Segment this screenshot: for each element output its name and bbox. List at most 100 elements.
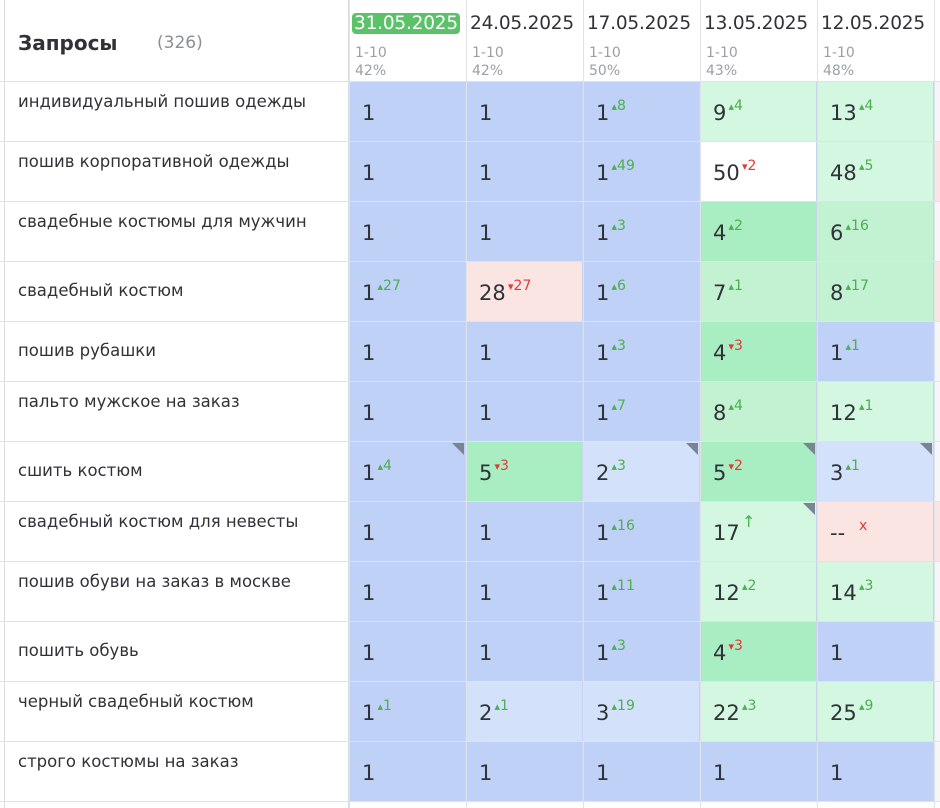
position-cell[interactable]: 1 ▴3 [584,322,700,381]
position-cell[interactable]: 48 ▴5 [818,142,934,201]
position-cell[interactable]: 1 [350,742,466,801]
position-cell[interactable]: 1 [350,382,466,441]
position-cell[interactable]: 4 ▴2 [701,202,817,261]
position-cell[interactable]: 3 ▴1 [818,442,934,501]
query-text[interactable]: пошив обуви на заказ в москве [18,572,291,591]
position-cell[interactable]: 12 ▴1 [818,382,934,441]
date-column-header[interactable]: 31.05.2025 1-10 42% [350,0,466,82]
position-cell[interactable]: 1 [467,322,583,381]
position-cell[interactable]: 1 [584,742,700,801]
position-cell[interactable]: 50 ▾2 [701,142,817,201]
position-cell[interactable]: 7 ▴1 [701,262,817,321]
position-cell[interactable]: 1 [350,322,466,381]
range-label: 1-10 [589,45,621,61]
query-text[interactable]: свадебный костюм для невесты [18,512,299,531]
position-cell[interactable]: 1 [818,622,934,681]
arrow-up-icon: ▴ [728,280,735,293]
note-corner-icon[interactable] [686,443,698,455]
queries-title[interactable]: Запросы [18,31,118,55]
position-cell[interactable]: 14 ▴3 [818,562,934,621]
position-value: 1 [713,761,727,785]
position-cell[interactable]: 1 [350,142,466,201]
note-corner-icon[interactable] [920,443,932,455]
query-text[interactable]: пошив рубашки [18,341,156,360]
query-text[interactable]: пальто мужское на заказ [18,392,240,411]
date-label[interactable]: 31.05.2025 [352,13,460,34]
position-cell[interactable]: 1 ▴49 [584,142,700,201]
position-cell[interactable]: 1 [467,622,583,681]
position-cell[interactable]: 5 ▾2 [701,442,817,501]
note-corner-icon[interactable] [803,503,815,515]
position-cell[interactable]: 1 ▴3 [584,622,700,681]
position-cell[interactable]: 1 ▴27 [350,262,466,321]
position-cell[interactable]: 1 [701,742,817,801]
position-cell[interactable]: 4 ▾3 [701,622,817,681]
position-cell[interactable]: 6 ▴16 [818,202,934,261]
position-cell[interactable]: 1 [467,742,583,801]
position-cell[interactable]: 12 ▴2 [701,562,817,621]
change-value: 11 [617,578,635,594]
query-text[interactable]: свадебные костюмы для мужчин [18,212,307,231]
date-column-header[interactable]: 17.05.2025 1-10 50% [584,0,700,82]
position-cell[interactable]: 22 ▴3 [701,682,817,741]
position-cell[interactable]: 1 ▴11 [584,562,700,621]
position-cell[interactable]: 1 [467,562,583,621]
position-cell[interactable]: 1 [467,202,583,261]
query-text[interactable]: пошить обувь [18,641,139,660]
position-cell[interactable]: -- x [818,502,934,561]
position-cell[interactable]: 1 [350,502,466,561]
position-cell[interactable]: 8 ▴17 [818,262,934,321]
position-cell[interactable]: 1 [467,502,583,561]
position-cell[interactable]: 2 ▴1 [467,682,583,741]
position-cell[interactable]: 1 [467,382,583,441]
date-label[interactable]: 24.05.2025 [470,13,574,34]
position-cell[interactable]: 25 ▴9 [818,682,934,741]
position-cell[interactable]: 28 ▾27 [467,262,583,321]
position-change: ▴17 [846,278,869,294]
position-cell[interactable]: 1 ▴6 [584,262,700,321]
position-cell[interactable]: 1 [350,202,466,261]
position-cell[interactable]: 1 [467,142,583,201]
position-cell[interactable]: 5 ▾3 [467,442,583,501]
query-text[interactable]: черный свадебный костюм [18,692,254,711]
query-text[interactable]: пошив корпоративной одежды [18,152,290,171]
date-label[interactable]: 17.05.2025 [587,13,691,34]
position-cell[interactable]: 8 ▴4 [701,382,817,441]
position-value: 1 [596,641,610,665]
query-text[interactable]: свадебный костюм [18,281,184,300]
query-text[interactable]: индивидуальный пошив одежды [18,92,307,111]
position-cell[interactable]: 1 [818,742,934,801]
next-column-edge [935,262,940,321]
position-cell[interactable]: 3 ▴19 [584,682,700,741]
position-cell[interactable]: 1 [350,562,466,621]
position-cell[interactable]: 1 ▴16 [584,502,700,561]
position-cell[interactable]: 2 ▴3 [584,442,700,501]
query-text[interactable]: строго костюмы на заказ [18,752,239,771]
query-text[interactable]: сшить костюм [18,461,143,480]
change-value: 3 [617,638,626,654]
position-cell[interactable]: 1 [350,82,466,141]
position-cell[interactable]: 13 ▴4 [818,82,934,141]
position-cell[interactable]: 1 [350,622,466,681]
note-corner-icon[interactable] [452,443,464,455]
position-cell[interactable]: 1 [467,82,583,141]
date-column-header[interactable]: 24.05.2025 1-10 42% [467,0,583,82]
row-divider [0,681,940,682]
note-corner-icon[interactable] [803,443,815,455]
position-cell[interactable]: 4 ▾3 [701,322,817,381]
position-cell[interactable]: 1 ▴1 [350,682,466,741]
position-cell[interactable]: 1 ▴4 [350,442,466,501]
date-column-header[interactable]: 13.05.2025 1-10 43% [701,0,817,82]
arrow-up-icon: ▴ [845,280,852,293]
position-cell[interactable]: 1 ▴8 [584,82,700,141]
position-cell[interactable]: 1 ▴3 [584,202,700,261]
date-label[interactable]: 13.05.2025 [704,13,808,34]
position-value: 1 [596,161,610,185]
position-cell[interactable]: 17 ↑ [701,502,817,561]
position-cell[interactable]: 1 ▴1 [818,322,934,381]
date-label[interactable]: 12.05.2025 [821,13,925,34]
position-value: 50 [713,161,740,185]
date-column-header[interactable]: 12.05.2025 1-10 48% [818,0,934,82]
position-cell[interactable]: 1 ▴7 [584,382,700,441]
position-cell[interactable]: 9 ▴4 [701,82,817,141]
